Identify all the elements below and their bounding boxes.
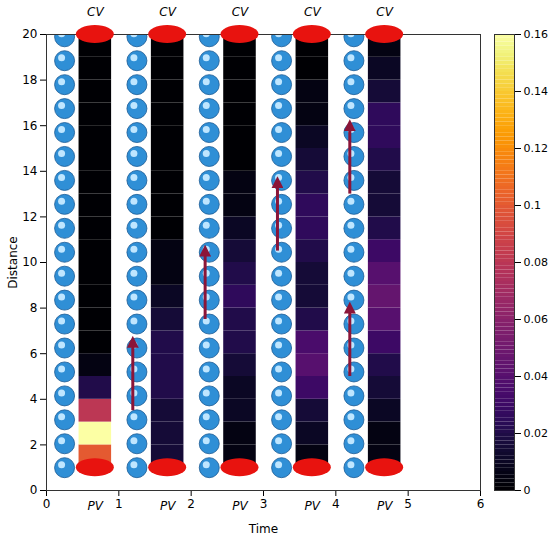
- svg-text:0.08: 0.08: [524, 256, 549, 269]
- svg-text:CV: CV: [376, 5, 393, 19]
- svg-text:0.16: 0.16: [524, 28, 549, 41]
- svg-text:0.04: 0.04: [524, 370, 549, 383]
- svg-text:CV: CV: [232, 5, 249, 19]
- svg-text:3: 3: [260, 497, 268, 511]
- svg-text:10: 10: [22, 255, 37, 269]
- svg-text:4: 4: [332, 497, 340, 511]
- svg-text:PV: PV: [88, 499, 104, 513]
- svg-text:14: 14: [22, 164, 37, 178]
- svg-text:16: 16: [22, 119, 37, 133]
- svg-text:PV: PV: [305, 499, 321, 513]
- svg-text:12: 12: [22, 210, 37, 224]
- svg-text:4: 4: [30, 392, 38, 406]
- svg-text:Time: Time: [248, 522, 278, 536]
- svg-text:0: 0: [43, 497, 51, 511]
- svg-text:6: 6: [477, 497, 485, 511]
- svg-text:2: 2: [30, 438, 38, 452]
- svg-text:0: 0: [30, 483, 38, 497]
- svg-text:1: 1: [115, 497, 123, 511]
- svg-text:2: 2: [187, 497, 195, 511]
- svg-text:CV: CV: [87, 5, 104, 19]
- svg-text:PV: PV: [377, 499, 393, 513]
- svg-text:8: 8: [30, 301, 38, 315]
- svg-text:PV: PV: [160, 499, 176, 513]
- svg-text:0.06: 0.06: [524, 313, 549, 326]
- svg-text:PV: PV: [232, 499, 248, 513]
- svg-text:6: 6: [30, 347, 38, 361]
- svg-text:0.14: 0.14: [524, 85, 549, 98]
- svg-text:0.02: 0.02: [524, 427, 549, 440]
- svg-text:0.12: 0.12: [524, 142, 549, 155]
- svg-text:5: 5: [404, 497, 412, 511]
- svg-text:0.1: 0.1: [524, 199, 542, 212]
- svg-text:CV: CV: [159, 5, 176, 19]
- svg-text:Distance: Distance: [6, 236, 20, 288]
- svg-text:CV: CV: [304, 5, 321, 19]
- svg-text:0: 0: [524, 484, 531, 497]
- svg-text:18: 18: [22, 73, 37, 87]
- svg-text:20: 20: [22, 27, 37, 41]
